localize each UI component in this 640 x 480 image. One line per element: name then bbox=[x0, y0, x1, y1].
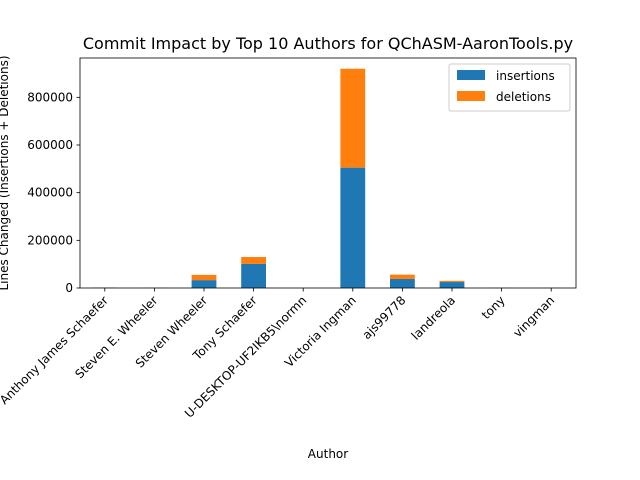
x-tick-label: vingman bbox=[510, 293, 557, 340]
bar-insertions-6 bbox=[390, 278, 415, 288]
plot-area bbox=[92, 68, 564, 288]
y-axis: 0 200000 400000 600000 800000 bbox=[27, 90, 80, 295]
x-tick-label: ajs99778 bbox=[360, 293, 409, 342]
x-axis-label: Author bbox=[308, 447, 348, 461]
bar-insertions-7 bbox=[439, 282, 465, 288]
legend-label-insertions: insertions bbox=[496, 69, 555, 83]
plot-frame bbox=[79, 57, 577, 289]
bar-deletions-3 bbox=[241, 257, 266, 264]
legend-label-deletions: deletions bbox=[496, 90, 551, 104]
y-tick-label: 400000 bbox=[27, 186, 73, 200]
y-tick-label: 800000 bbox=[27, 90, 73, 104]
legend: insertions deletions bbox=[448, 63, 571, 112]
bar-deletions-6 bbox=[390, 274, 415, 279]
legend-swatch-deletions bbox=[457, 91, 485, 101]
bar-insertions-2 bbox=[191, 280, 217, 288]
y-tick-label: 600000 bbox=[27, 138, 73, 152]
y-tick-label: 200000 bbox=[27, 233, 73, 247]
legend-swatch-insertions bbox=[457, 70, 485, 80]
chart-title: Commit Impact by Top 10 Authors for QChA… bbox=[83, 34, 573, 53]
bar-deletions-5 bbox=[340, 68, 366, 168]
bar-deletions-2 bbox=[191, 274, 217, 281]
bar-deletions-7 bbox=[439, 280, 465, 283]
y-tick-label: 0 bbox=[65, 281, 73, 295]
x-tick-label: tony bbox=[479, 293, 508, 322]
x-tick-label: landreola bbox=[409, 293, 458, 342]
x-tick-label: Steven E. Wheeler bbox=[72, 293, 160, 381]
bar-insertions-5 bbox=[340, 167, 366, 288]
y-axis-label: Lines Changed (Insertions + Deletions) bbox=[0, 55, 11, 290]
bar-insertions-3 bbox=[241, 263, 266, 288]
